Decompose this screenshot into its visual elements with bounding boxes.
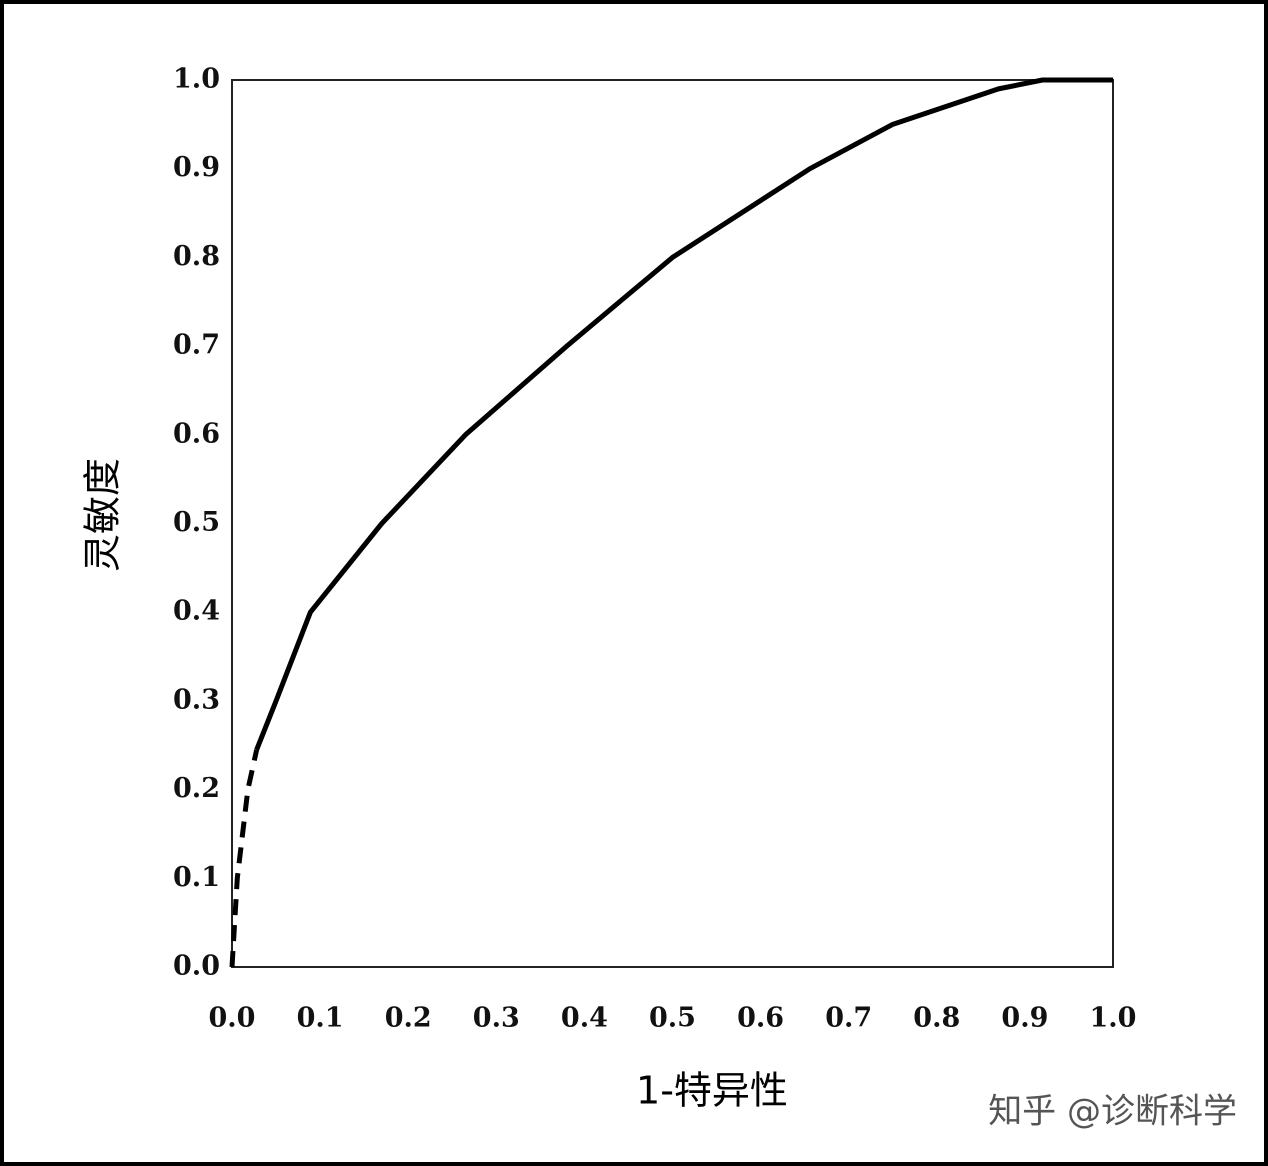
y-tick-label: 0.2 <box>173 773 220 804</box>
y-tick-label: 0.9 <box>173 152 220 183</box>
x-tick-label: 0.2 <box>385 1003 432 1034</box>
plot-frame <box>231 79 1114 968</box>
x-tick-label: 0.1 <box>297 1003 344 1034</box>
y-tick-label: 0.5 <box>173 507 220 538</box>
y-tick-label: 0.3 <box>173 684 220 715</box>
y-tick-label: 0.4 <box>173 596 220 627</box>
y-tick-label: 0.6 <box>173 418 220 449</box>
x-tick-label: 0.3 <box>473 1003 520 1034</box>
roc-curve <box>254 77 1113 751</box>
roc-curve <box>229 749 260 968</box>
x-tick-label: 0.5 <box>649 1003 696 1034</box>
x-tick-label: 0.9 <box>1001 1003 1048 1034</box>
y-tick-label: 0.0 <box>173 951 220 982</box>
x-tick-label: 0.0 <box>209 1003 256 1034</box>
x-tick-label: 0.7 <box>825 1003 872 1034</box>
y-tick-label: 1.0 <box>173 64 220 95</box>
y-tick-label: 0.7 <box>173 330 220 361</box>
y-axis-label: 灵敏度 <box>81 458 125 572</box>
y-tick-label: 0.8 <box>173 241 220 272</box>
x-tick-label: 0.6 <box>737 1003 784 1034</box>
x-tick-label: 0.4 <box>561 1003 608 1034</box>
x-tick-label: 1.0 <box>1090 1003 1137 1034</box>
y-tick-label: 0.1 <box>173 862 220 893</box>
x-axis-label: 1-特异性 <box>636 1069 788 1113</box>
x-tick-label: 0.8 <box>913 1003 960 1034</box>
watermark: 知乎 @诊断科学 <box>988 1092 1237 1132</box>
